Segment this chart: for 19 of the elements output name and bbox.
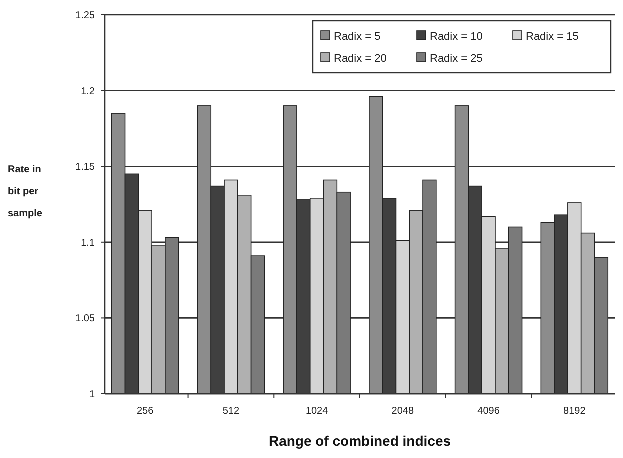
- y-tick-label: 1.25: [76, 10, 96, 22]
- x-tick-label: 2048: [392, 406, 414, 417]
- y-tick-label: 1.1: [81, 238, 96, 249]
- y-tick-label: 1.2: [81, 86, 96, 98]
- legend-label: Radix = 15: [526, 31, 579, 43]
- y-tick-label: 1.15: [76, 162, 96, 174]
- x-tick-label: 256: [137, 406, 154, 417]
- legend-label: Radix = 25: [430, 53, 483, 65]
- x-tick-label: 512: [222, 406, 240, 417]
- x-tick-label: 4096: [478, 406, 500, 417]
- x-axis-title: Range of combined indices: [268, 433, 452, 449]
- x-tick-label: 8192: [564, 406, 586, 417]
- y-tick-label: 1: [89, 390, 96, 400]
- legend-label: Radix = 10: [430, 31, 483, 43]
- legend-label: Radix = 5: [334, 31, 381, 43]
- legend-label: Radix = 20: [334, 53, 387, 65]
- x-tick-label: 1024: [306, 406, 329, 417]
- y-axis-title: Rate in bit per sample: [8, 164, 43, 220]
- y-tick-label: 1.05: [76, 314, 96, 325]
